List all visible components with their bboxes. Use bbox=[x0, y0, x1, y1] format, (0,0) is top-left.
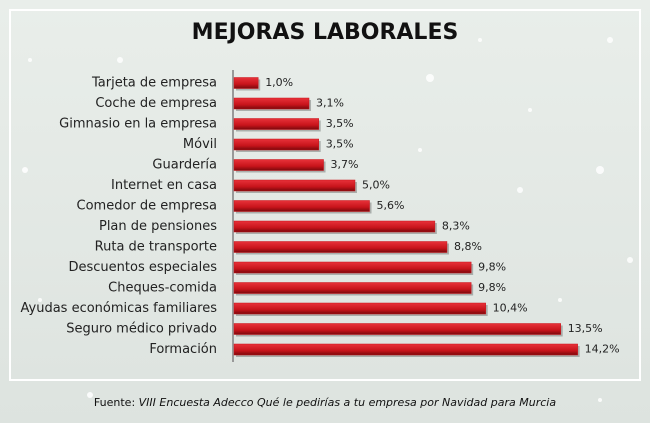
snow bbox=[22, 37, 633, 402]
bar bbox=[233, 97, 310, 110]
category-label: Gimnasio en la empresa bbox=[59, 117, 217, 132]
bar bbox=[233, 159, 324, 171]
bar bbox=[233, 179, 356, 192]
bar bbox=[233, 220, 436, 233]
category-label: Coche de empresa bbox=[95, 96, 217, 111]
value-label: 3,5% bbox=[326, 138, 354, 151]
value-label: 9,8% bbox=[478, 261, 506, 274]
bar bbox=[233, 118, 319, 130]
value-label: 5,0% bbox=[362, 179, 390, 192]
category-label: Formación bbox=[149, 342, 217, 357]
bar bbox=[233, 282, 472, 294]
source-text: VIII Encuesta Adecco Qué le pedirías a t… bbox=[139, 396, 557, 409]
value-label: 3,7% bbox=[331, 158, 359, 171]
category-label: Cheques-comida bbox=[108, 281, 217, 296]
value-label: 10,4% bbox=[493, 302, 528, 315]
value-label: 5,6% bbox=[377, 199, 405, 212]
bar bbox=[233, 138, 319, 151]
bar bbox=[233, 77, 259, 89]
category-label: Guardería bbox=[152, 158, 217, 173]
category-label: Ayudas económicas familiares bbox=[21, 301, 218, 316]
value-label: 3,1% bbox=[316, 97, 344, 110]
source-prefix: Fuente: bbox=[94, 396, 135, 409]
category-label: Móvil bbox=[183, 137, 217, 152]
category-label: Ruta de transporte bbox=[95, 240, 217, 255]
value-label: 8,8% bbox=[454, 240, 482, 253]
category-label: Descuentos especiales bbox=[69, 260, 218, 275]
value-label: 1,0% bbox=[265, 76, 293, 89]
chart-title: MEJORAS LABORALES bbox=[192, 20, 459, 45]
value-label: 9,8% bbox=[478, 281, 506, 294]
category-label: Plan de pensiones bbox=[99, 219, 217, 234]
bar bbox=[233, 323, 561, 335]
category-label: Tarjeta de empresa bbox=[91, 76, 217, 91]
category-label: Internet en casa bbox=[111, 178, 217, 193]
bar bbox=[233, 343, 578, 356]
bar bbox=[233, 302, 486, 315]
frame bbox=[9, 9, 641, 381]
category-label: Comedor de empresa bbox=[77, 199, 217, 214]
value-label: 14,2% bbox=[585, 343, 620, 356]
bar bbox=[233, 261, 472, 274]
value-label: 8,3% bbox=[442, 220, 470, 233]
bar bbox=[233, 200, 370, 212]
value-label: 13,5% bbox=[568, 322, 603, 335]
bar bbox=[233, 241, 448, 253]
category-label: Seguro médico privado bbox=[66, 322, 217, 337]
value-label: 3,5% bbox=[326, 117, 354, 130]
source-note: Fuente: VIII Encuesta Adecco Qué le pedi… bbox=[94, 396, 556, 409]
